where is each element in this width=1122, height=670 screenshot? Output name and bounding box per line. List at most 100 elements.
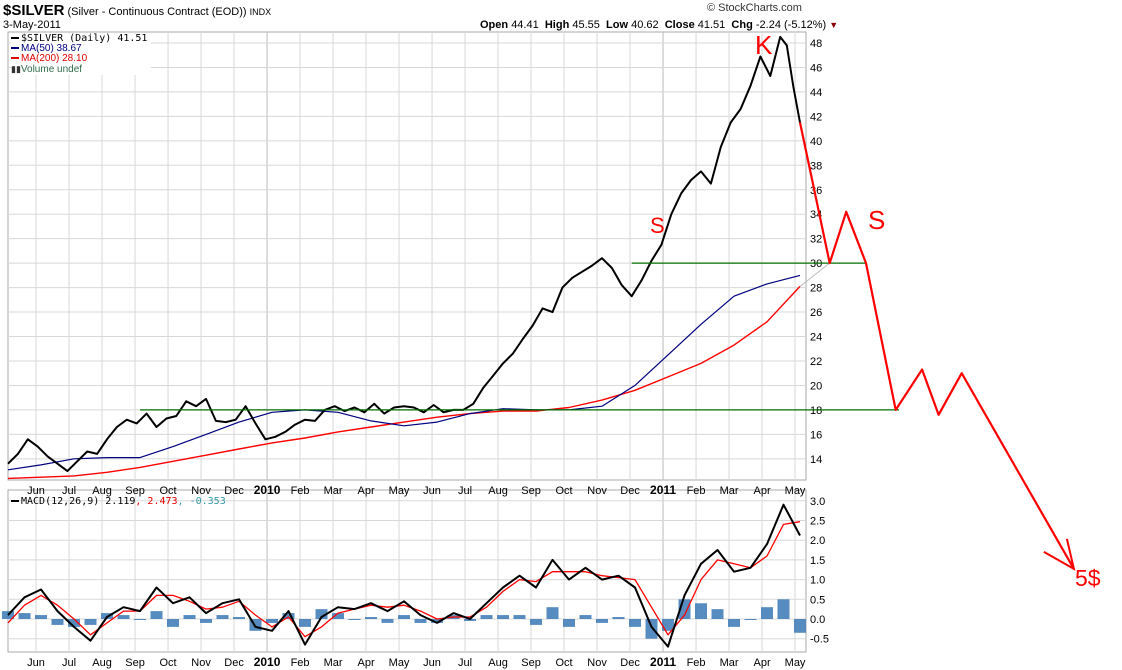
legend-volume-text: Volume undef <box>20 64 83 75</box>
legend-ma200-text: MA(200) 28.10 <box>21 53 88 64</box>
legend-macd-text: MACD(12,26,9) 2.119 <box>21 496 136 507</box>
macd-ytick-label: 0.5 <box>810 594 825 606</box>
macd-histogram-bar <box>629 619 641 627</box>
macd-xtick-label: Nov <box>191 657 211 669</box>
macd-ytick-label: 3.0 <box>810 496 825 508</box>
open-value: 44.41 <box>511 19 539 31</box>
macd-histogram-bar <box>249 619 262 631</box>
macd-histogram-bar <box>761 607 773 619</box>
price-xtick-label: Jul <box>458 485 472 497</box>
s-left-annotation: S <box>650 213 665 238</box>
price-ytick-label: 26 <box>810 307 822 319</box>
price-line <box>7 35 801 473</box>
legend-price: $SILVER (Daily) 41.51 <box>11 34 147 44</box>
macd-xtick-label: Aug <box>92 657 112 669</box>
legend-swatch-macd <box>11 500 19 502</box>
macd-xtick-label: Mar <box>720 657 739 669</box>
legend-swatch-ma200 <box>11 57 19 60</box>
chg-label: Chg <box>731 19 753 31</box>
price-ytick-label: 18 <box>810 405 822 417</box>
price-xtick-label: Dec <box>620 485 640 497</box>
price-ytick-label: 40 <box>810 136 822 148</box>
macd-histogram-bar <box>431 619 443 623</box>
legend-ma200: MA(200) 28.10 <box>11 54 147 64</box>
macd-xtick-label: Jun <box>27 657 45 669</box>
price-xtick-label: Jul <box>62 485 76 497</box>
macd-histogram-bar <box>68 619 80 627</box>
macd-histogram-bar <box>18 613 31 619</box>
target-annotation: 5$ <box>1075 565 1101 591</box>
arrowhead-icon <box>1043 538 1076 571</box>
macd-histogram-bar <box>348 619 361 620</box>
price-ytick-label: 14 <box>810 454 822 466</box>
macd-histogram-bar <box>563 619 575 627</box>
price-xtick-label: Sep <box>125 485 145 497</box>
price-xtick-label: Mar <box>324 485 343 497</box>
projected-path-line <box>798 122 1075 570</box>
price-legend: $SILVER (Daily) 41.51 MA(50) 38.67 MA(20… <box>11 34 152 75</box>
close-value: 41.51 <box>697 19 726 31</box>
legend-hist-text: , -0.353 <box>177 496 226 507</box>
macd-xtick-label: 2011 <box>650 655 676 669</box>
macd-xtick-label: Jun <box>423 657 441 669</box>
low-label: Low <box>606 19 629 31</box>
legend-swatch-price <box>11 37 19 39</box>
macd-histogram-bar <box>51 619 64 625</box>
price-xtick-label: Jun <box>423 485 441 497</box>
price-ytick-label: 20 <box>810 380 822 392</box>
macd-xtick-label: Oct <box>555 657 572 669</box>
macd-xtick-label: Aug <box>488 657 508 669</box>
macd-histogram-bar <box>744 619 757 620</box>
macd-xtick-label: Dec <box>620 657 640 669</box>
macd-histogram-bar <box>117 615 130 619</box>
price-ytick-label: 44 <box>810 87 822 99</box>
down-arrow-icon: ▼ <box>829 20 839 30</box>
price-ytick-label: 32 <box>810 234 822 246</box>
close-label: Close <box>664 19 695 31</box>
chart-title: $SILVER (Silver - Continuous Contract (E… <box>3 2 271 19</box>
macd-histogram-bar <box>332 613 344 619</box>
macd-ytick-label: 1.5 <box>810 555 825 567</box>
macd-xtick-label: Jul <box>62 657 76 669</box>
price-ytick-label: 46 <box>810 62 822 74</box>
legend-ma50: MA(50) 38.67 <box>11 44 147 54</box>
macd-ytick-label: 2.0 <box>810 535 825 547</box>
price-xtick-label: Aug <box>92 485 112 497</box>
macd-histogram-bar <box>530 619 542 625</box>
price-xtick-label: Nov <box>587 485 607 497</box>
macd-histogram-bar <box>365 617 377 619</box>
macd-histogram-bar <box>711 609 724 619</box>
macd-xtick-label: Jul <box>458 657 472 669</box>
macd-histogram-bar <box>662 619 674 631</box>
price-xtick-label: Feb <box>687 485 706 497</box>
macd-line <box>7 503 801 648</box>
price-ytick-label: 22 <box>810 356 822 368</box>
macd-ytick-label: 0.0 <box>810 614 825 626</box>
s-right-annotation: S <box>868 205 886 235</box>
macd-xtick-label: Sep <box>125 657 145 669</box>
price-ytick-label: 28 <box>810 283 822 295</box>
macd-xtick-label: Feb <box>291 657 310 669</box>
macd-ytick-label: 2.5 <box>810 516 825 528</box>
price-ytick-label: 16 <box>810 429 822 441</box>
macd-xtick-label: Mar <box>324 657 343 669</box>
legend-volume: ▮▮Volume undef <box>11 64 147 75</box>
price-ytick-label: 24 <box>810 332 822 344</box>
price-xtick-label: Feb <box>291 485 310 497</box>
k-annotation: K <box>755 30 773 60</box>
price-ytick-label: 38 <box>810 160 822 172</box>
price-xtick-label: Apr <box>753 485 770 497</box>
macd-histogram-bar <box>167 619 179 627</box>
macd-xtick-label: Nov <box>587 657 607 669</box>
macd-panel-frame <box>7 489 807 653</box>
macd-xtick-label: Dec <box>224 657 244 669</box>
symbol-description: (Silver - Continuous Contract (EOD)) <box>67 6 247 18</box>
macd-histogram-bar <box>497 615 509 619</box>
macd-histogram-bar <box>216 615 229 619</box>
macd-histogram-bar <box>513 615 526 619</box>
macd-histogram-bar <box>282 613 295 619</box>
macd-histogram-bar <box>200 619 212 623</box>
price-xtick-label: Sep <box>521 485 541 497</box>
macd-histogram-bar <box>398 615 410 619</box>
price-panel-frame <box>7 31 807 481</box>
